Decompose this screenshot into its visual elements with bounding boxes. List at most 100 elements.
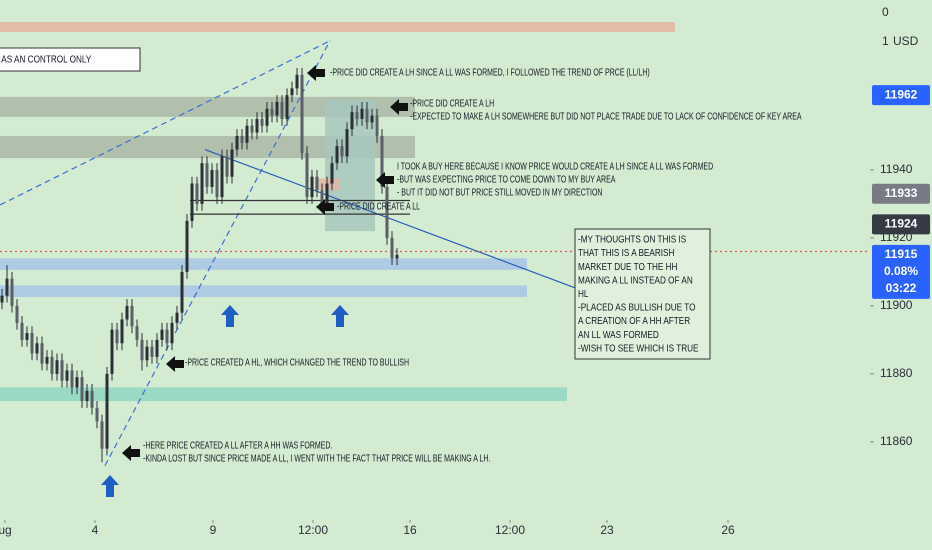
trend-line [0,40,331,206]
x-tick-label: ug [0,523,12,537]
zone [0,285,527,298]
annotation: -PRICE CREATED A HL, WHICH CHANGED THE T… [185,356,409,368]
candle-body [95,407,99,422]
x-tick-label: 12:00 [298,523,328,537]
candle-body [225,156,229,177]
arrow-left [390,99,408,115]
candle-body [385,186,389,238]
annotation: -KINDA LOST BUT SINCE PRICE MADE A LL, I… [143,452,490,464]
candle-body [35,343,39,354]
candle-body [295,74,299,89]
axis-fragment: 0 [882,5,889,19]
annotation: -MY THOUGHTS ON THIS IS [578,234,686,245]
candle-body [20,322,24,340]
arrow-up [331,305,349,327]
price-badge [872,85,930,106]
annotation: I TOOK A BUY HERE BECAUSE I KNOW PRICE W… [397,160,713,172]
candle-body [5,278,9,296]
candle-body [245,125,249,143]
annotation: HL [578,288,588,299]
annotation: -BUT WAS EXPECTING PRICE TO COME DOWN TO… [397,173,616,185]
note-box [0,47,141,72]
candle-body [265,108,269,126]
candle-body [175,312,179,323]
price-badge [872,214,930,235]
candle-body [260,118,264,126]
zone [0,96,415,117]
candle-body [160,329,164,340]
trend-line [204,148,579,290]
price-badge-label: 11924 [885,216,918,230]
candle-body [395,254,399,259]
annotation: THAT THIS IS A BEARISH [578,247,674,258]
candle-body [45,356,49,364]
arrow-left [166,356,184,372]
candle-body [315,176,319,191]
zone [0,22,675,32]
candle-body [375,115,379,136]
candle-body [290,88,294,96]
y-tick-label: 11900 [880,298,913,312]
candle-body [10,278,14,306]
candle-body [50,356,54,374]
candle-body [285,95,289,119]
candle-body [55,360,59,374]
candle-body [140,339,144,361]
candle-body [90,390,94,408]
candle-body [15,305,19,323]
candle-body [360,108,364,119]
candle-body [125,305,129,320]
candle-body [100,421,104,449]
arrow-left [122,445,140,461]
candle-body [240,135,244,143]
candle-body [135,326,139,340]
candle-body [280,101,284,119]
arrow-left [307,65,325,81]
annotation: -PLACED AS BULLISH DUE TO [578,302,695,313]
candle-body [155,339,159,357]
candle-body [310,176,314,198]
candle-body [120,319,124,344]
candle-body [145,346,149,361]
candle-body [220,156,224,198]
candle-body [190,183,194,221]
candle-body [195,183,199,204]
candle-body [325,183,329,204]
candle-body [345,129,349,157]
y-tick-label: 11880 [880,366,913,380]
candle-body [330,163,334,184]
annotation: - BUT IT DID NOT BUT PRICE STILL MOVED I… [397,186,602,198]
candle-body [60,360,64,381]
candle-body [365,108,369,123]
price-badge-label: 11915 [885,247,918,261]
annotation: MARKET DUE TO THE HH [578,261,677,272]
candle-body [215,169,219,198]
candle-body [270,108,274,116]
currency: USD [893,34,919,48]
candle-body [105,373,109,449]
y-tick-label: 11940 [880,162,913,176]
candle-body [205,163,209,187]
candle-body [185,220,189,272]
candle-body [390,237,394,259]
trend-line [104,40,331,466]
candle-body [235,135,239,150]
candle-body [25,333,29,340]
annotation: -PRICE DID CREATE A LH SINCE A LL WAS FO… [330,66,650,78]
x-tick-label: 12:00 [495,523,525,537]
arrow-up [101,475,119,497]
y-tick-label: 11860 [880,434,913,448]
candle-body [275,101,279,116]
zone [0,135,415,159]
annotation: -HERE PRICE CREATED A LL AFTER A HH WAS … [143,439,332,451]
price-badge-label: 11933 [885,186,918,200]
candle-body [340,146,344,157]
candle-body [130,305,134,327]
candle-body [230,149,234,177]
zone [0,258,527,270]
annotation: E AS AN CONTROL ONLY [0,54,91,65]
price-badge-label: 11962 [885,87,918,101]
candle-body [200,163,204,204]
